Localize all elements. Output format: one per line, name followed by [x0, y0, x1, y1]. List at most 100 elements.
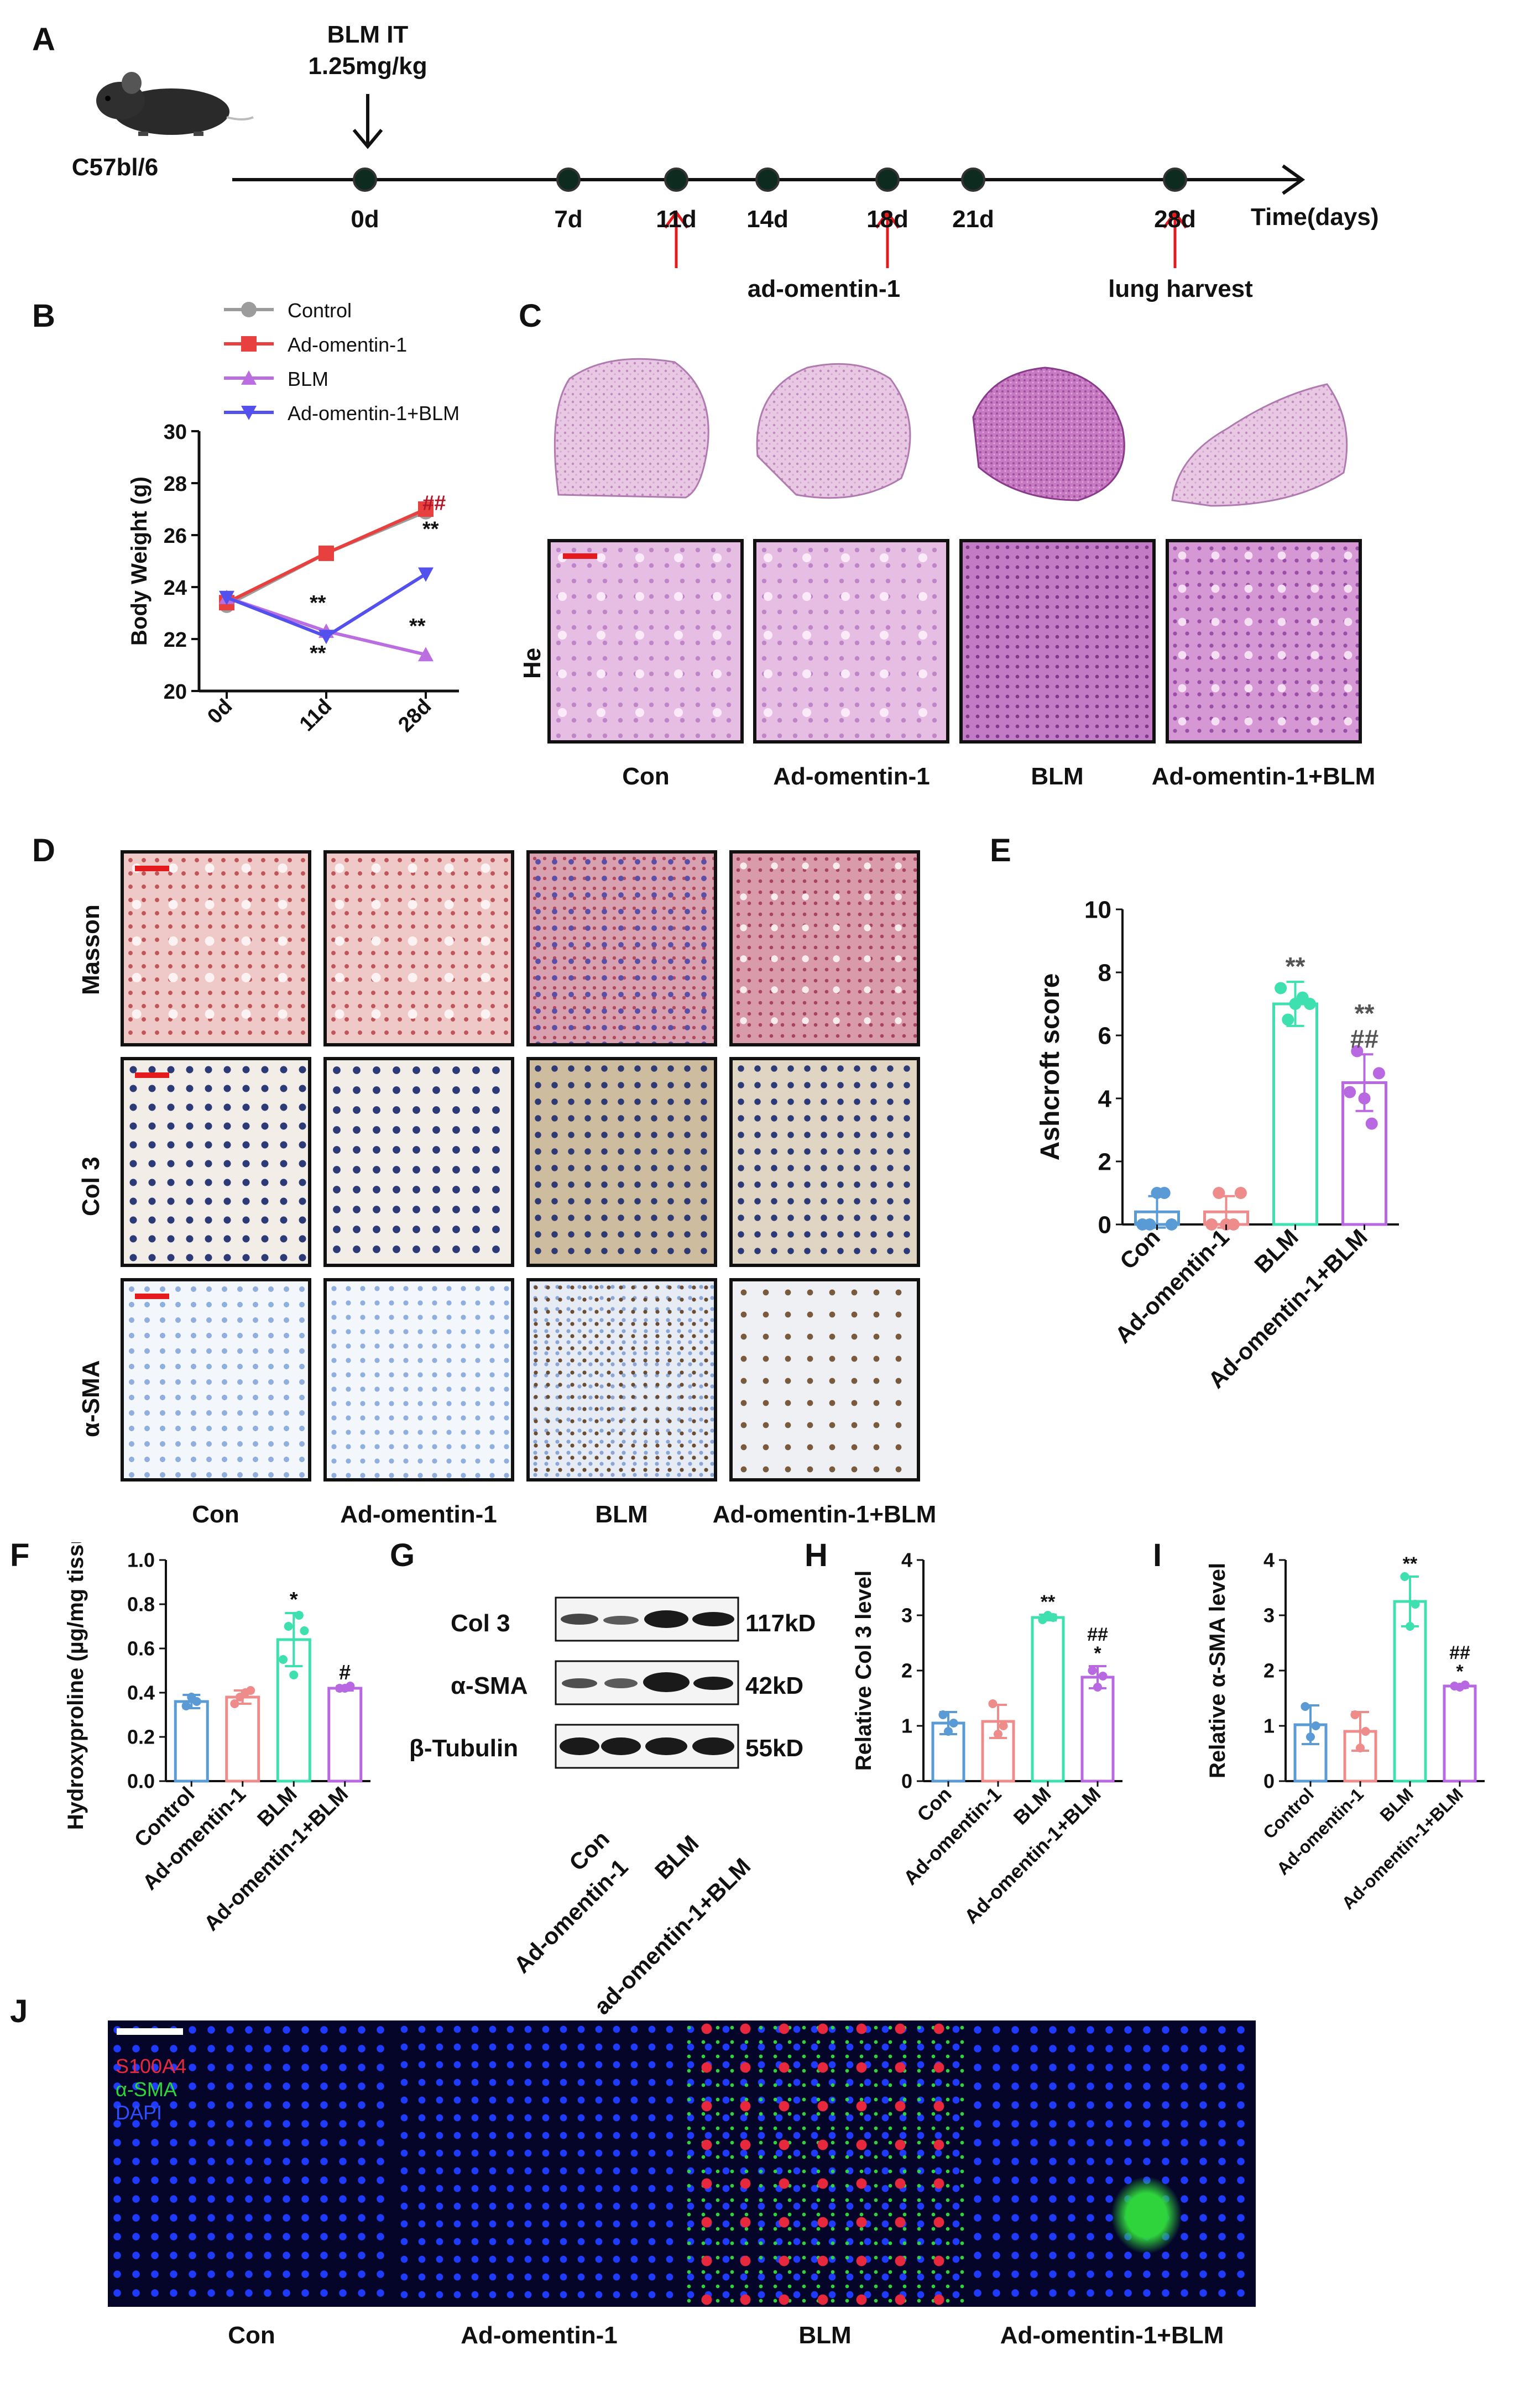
d-group-label-0: Con — [192, 1501, 239, 1528]
blot-label-tubulin: β-Tubulin — [409, 1735, 519, 1762]
bar — [174, 1700, 209, 1783]
data-point — [1344, 1086, 1356, 1098]
data-point — [1227, 1218, 1240, 1231]
annotation: ## — [422, 491, 446, 515]
col3-image-ad-omentin — [323, 1057, 514, 1267]
data-point — [1311, 1721, 1320, 1730]
c-group-label-2: BLM — [1031, 763, 1084, 790]
legend-marker — [241, 336, 257, 352]
day-label-0: 0d — [351, 206, 379, 233]
data-point — [1093, 1683, 1102, 1692]
lung-section-combo — [1171, 383, 1348, 507]
j-group-label-3: Ad-omentin-1+BLM — [1000, 2322, 1224, 2349]
data-point — [1301, 1702, 1310, 1711]
annotation: ** — [310, 642, 326, 665]
data-point — [1406, 1622, 1414, 1631]
data-point — [1306, 1732, 1315, 1741]
significance-mark: ** — [1286, 952, 1306, 981]
day-label-3: 14d — [746, 206, 789, 233]
bar — [327, 1687, 363, 1783]
panel-label-f: F — [10, 1537, 30, 1573]
data-point — [1372, 1067, 1385, 1080]
bar — [225, 1695, 260, 1783]
y-tick-label: 0.2 — [127, 1726, 155, 1749]
legend-label: Ad-omentin-1 — [288, 333, 407, 356]
x-tick-label: Con — [1115, 1224, 1165, 1274]
annotation: ** — [409, 615, 426, 638]
y-tick-label: 24 — [164, 577, 187, 600]
y-tick-label: 2 — [1098, 1148, 1111, 1175]
data-point — [944, 1727, 953, 1736]
data-point — [1350, 1710, 1360, 1719]
data-point — [994, 1730, 1002, 1739]
data-point — [418, 501, 434, 517]
panel-label-c: C — [519, 298, 542, 334]
y-tick-label: 4 — [901, 1549, 912, 1572]
asma-image-combo — [729, 1278, 920, 1482]
data-point — [1365, 1117, 1378, 1130]
data-point — [418, 567, 434, 582]
lung-section-ad-omentin — [756, 363, 911, 499]
data-point — [279, 1655, 288, 1664]
data-point — [1234, 1187, 1247, 1199]
data-point — [318, 630, 334, 645]
y-tick-label: 0.0 — [127, 1770, 155, 1793]
annotation: ** — [422, 517, 439, 541]
x-tick-label: Con — [912, 1783, 955, 1826]
bar — [1080, 1676, 1115, 1783]
x-tick-label: 28d — [394, 695, 436, 737]
data-point — [1358, 1092, 1371, 1104]
panel-label-d: D — [32, 833, 55, 868]
y-tick-label: 26 — [164, 525, 187, 548]
day-label-6: 28d — [1154, 206, 1196, 233]
y-tick-label: 22 — [164, 629, 187, 652]
treatment-line-2: 1.25mg/kg — [308, 53, 427, 80]
legend-marker — [241, 302, 257, 317]
y-tick-label: 0.6 — [127, 1637, 155, 1660]
data-point — [1400, 1572, 1409, 1581]
j-group-label-0: Con — [228, 2322, 275, 2349]
legend-dapi: DAPI — [116, 2101, 163, 2124]
data-point — [1048, 1613, 1058, 1622]
y-tick-label: 4 — [1263, 1549, 1275, 1572]
masson-image-ad-omentin — [323, 850, 514, 1046]
data-point — [289, 1671, 299, 1679]
data-point — [1165, 1218, 1178, 1231]
data-point — [1088, 1666, 1097, 1675]
data-point — [284, 1622, 293, 1631]
panel-label-a: A — [32, 22, 55, 57]
y-tick-label: 8 — [1098, 959, 1111, 986]
asma-image-ad-omentin — [323, 1278, 514, 1482]
y-tick-label: 4 — [1098, 1085, 1112, 1112]
legend-s100a4: S100A4 — [116, 2055, 187, 2077]
time-axis-label: Time(days) — [1251, 203, 1379, 231]
y-tick-label: 0.8 — [127, 1593, 155, 1616]
data-point — [300, 1626, 309, 1635]
y-axis-label: Relative Col 3 level — [852, 1571, 876, 1771]
scale-bar — [135, 1294, 169, 1299]
significance-mark: ** — [1041, 1592, 1056, 1613]
data-point — [1275, 982, 1287, 994]
legend-label: BLM — [288, 368, 328, 390]
y-tick-label: 20 — [164, 680, 187, 704]
blot-label-col3: Col 3 — [451, 1610, 510, 1637]
y-tick-label: 30 — [164, 421, 187, 444]
he-image-combo — [1166, 539, 1362, 744]
bar — [1443, 1684, 1477, 1783]
timeline-graphic — [232, 94, 1306, 268]
injection-label: ad-omentin-1 — [747, 275, 901, 302]
d-row-label-col3: Col 3 — [77, 1156, 105, 1216]
significance-mark: ## — [1350, 1024, 1378, 1053]
data-point — [1282, 1013, 1294, 1026]
masson-image-con — [121, 850, 311, 1046]
blot-size-col3: 117kD — [745, 1610, 816, 1637]
d-row-label-asma: α-SMA — [77, 1360, 105, 1437]
y-tick-label: 3 — [901, 1604, 912, 1627]
blot-size-asma: 42kD — [745, 1672, 804, 1699]
panel-label-i: I — [1153, 1537, 1162, 1573]
scale-bar — [117, 2028, 183, 2035]
y-tick-label: 0 — [1263, 1770, 1275, 1793]
blot-label-asma: α-SMA — [451, 1672, 528, 1699]
x-tick-label: BLM — [1009, 1783, 1056, 1829]
